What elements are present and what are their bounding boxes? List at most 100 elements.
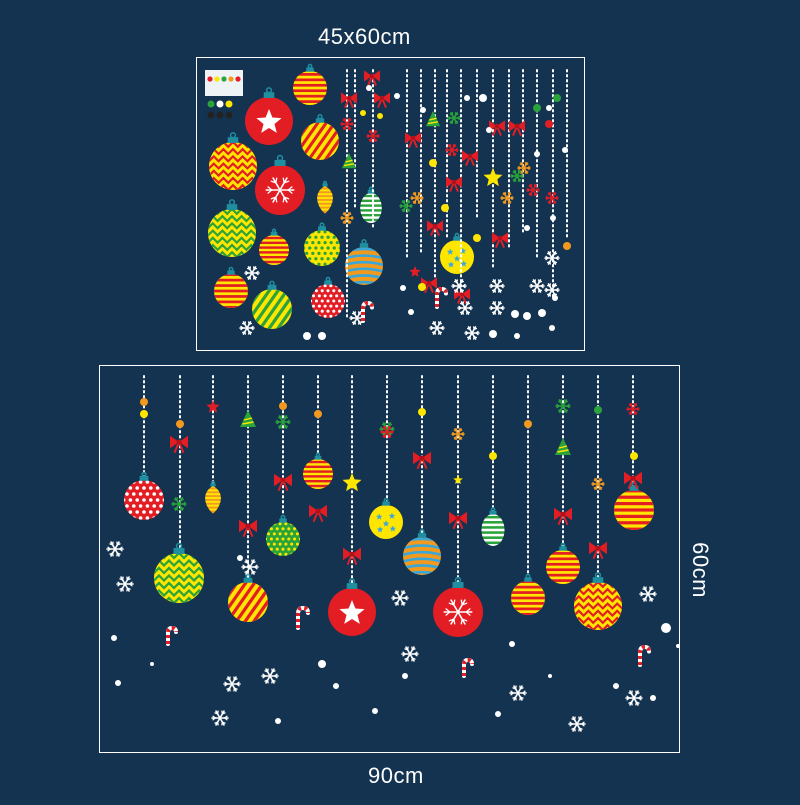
snowflake-icon [489, 279, 505, 293]
ornament-body [214, 274, 248, 308]
snowflake-icon [526, 184, 540, 196]
ornament-body [433, 587, 483, 637]
ornament-icon [614, 481, 654, 530]
ornament-cap [267, 285, 277, 290]
snowflake-icon [244, 266, 260, 280]
ornament-cap [270, 232, 278, 236]
dot [408, 309, 414, 315]
bow-icon [309, 504, 327, 523]
bow-icon [343, 547, 361, 566]
dot [523, 312, 531, 320]
snowflake-icon [545, 192, 559, 204]
bow-icon [170, 435, 188, 454]
top-sheet-artwork [205, 63, 571, 340]
dot [429, 159, 437, 167]
dot [225, 100, 233, 108]
snowflake-icon [116, 576, 134, 592]
dot [489, 452, 497, 460]
snowflake-icon [223, 676, 241, 692]
ornament-body [403, 537, 441, 575]
dot [318, 660, 326, 668]
dot [400, 285, 406, 291]
ornament-body [303, 459, 333, 489]
ornament-body [440, 240, 474, 274]
preview-thumbnail [205, 70, 243, 96]
ornament-cap [452, 582, 464, 588]
dot [464, 95, 470, 101]
bow-icon [405, 132, 421, 148]
dot [318, 332, 326, 340]
ornament-cap [559, 546, 567, 551]
dot [372, 708, 378, 714]
ornament-icon [304, 222, 340, 266]
dot [225, 111, 233, 119]
snowflake-icon [171, 497, 187, 511]
star-icon [453, 475, 463, 484]
snowflake-icon [445, 144, 459, 156]
snowflake-icon [340, 118, 354, 130]
dot [630, 452, 638, 460]
dot [511, 310, 519, 318]
dot [360, 110, 366, 116]
ornament-icon [303, 452, 333, 489]
dot [563, 242, 571, 250]
dot [550, 215, 556, 221]
ornament-body [208, 209, 256, 257]
dot [207, 111, 215, 119]
ornament-cap [210, 483, 216, 487]
star-icon [342, 473, 362, 492]
dot [441, 204, 449, 212]
dot [473, 234, 481, 242]
ornament-cap [318, 226, 326, 231]
ornament-cap [279, 518, 287, 523]
bow-icon [554, 507, 572, 526]
candy-cane-icon [638, 644, 651, 667]
snowflake-icon [265, 177, 295, 203]
snowflake-icon [457, 301, 473, 315]
ornament-cap [524, 577, 532, 582]
bow-icon [449, 511, 467, 530]
ornament-icon [311, 276, 345, 318]
ornament-icon [259, 228, 289, 265]
snowflake-icon [500, 192, 514, 204]
snowflake-icon [555, 399, 571, 413]
ornament-cap [274, 160, 286, 166]
dot [524, 420, 532, 428]
snowflake-icon [639, 586, 657, 602]
bow-icon [413, 451, 431, 470]
snowflake-icon [544, 251, 560, 265]
snowflake-icon [340, 212, 354, 224]
dot [216, 100, 224, 108]
dot [548, 674, 552, 678]
snowflake-icon [399, 200, 413, 212]
dot [303, 332, 311, 340]
dot [402, 673, 408, 679]
ornament-cap [314, 456, 322, 460]
dot [514, 333, 520, 339]
ornament-icon [433, 576, 483, 637]
top-sheet-elements [205, 63, 571, 340]
snowflake-icon [106, 541, 124, 557]
snowflake-icon [451, 279, 467, 293]
dot [237, 555, 243, 561]
dot [275, 718, 281, 724]
snowflake-icon [510, 170, 524, 182]
dot [314, 410, 322, 418]
ornament-icon [205, 480, 221, 514]
dot [140, 410, 148, 418]
dot [650, 695, 656, 701]
ornament-body [259, 235, 289, 265]
candy-cane-icon [361, 300, 374, 323]
ornament-icon [214, 266, 248, 308]
snowflake-icon [447, 112, 461, 124]
ornament-body [245, 97, 293, 145]
snowflake-icon [625, 690, 643, 706]
ornament-cap [629, 486, 639, 491]
ornament-icon [208, 199, 256, 257]
dot [394, 93, 400, 99]
ornament-cap [322, 183, 328, 187]
bottom-height-label: 60cm [688, 542, 713, 598]
dot [534, 151, 540, 157]
ornament-body [266, 522, 300, 556]
ornament-cap [489, 510, 497, 515]
